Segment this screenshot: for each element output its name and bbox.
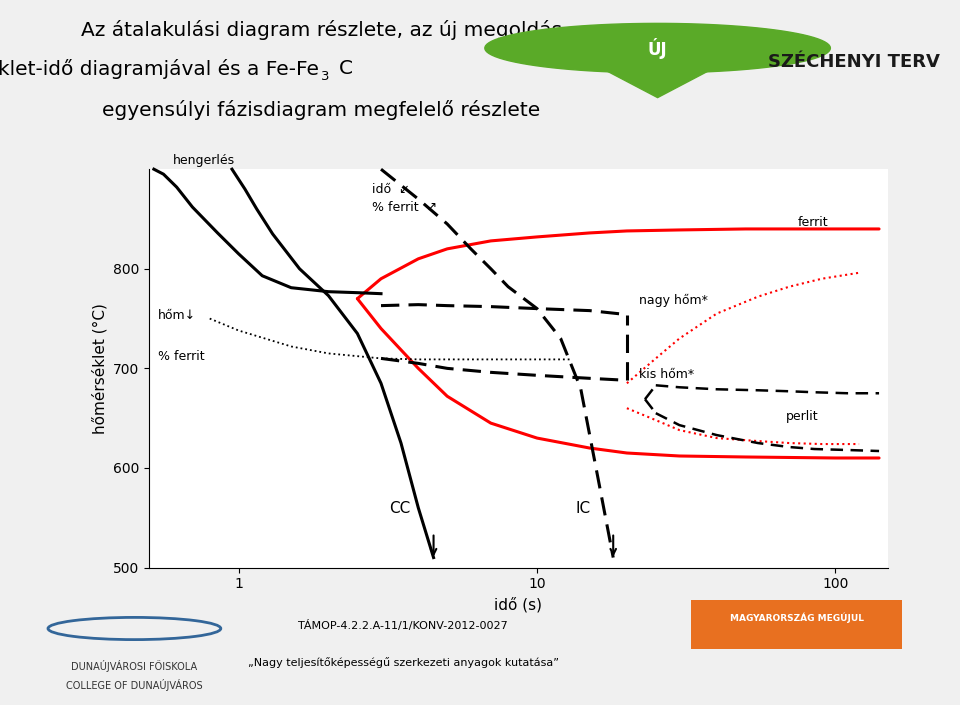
Polygon shape [600, 68, 715, 97]
Y-axis label: hőmérséklet (°C): hőmérséklet (°C) [91, 303, 108, 434]
Text: MAGYARORSZÁG MEGÚJUL: MAGYARORSZÁG MEGÚJUL [730, 613, 864, 623]
Text: kis hőm*: kis hőm* [639, 368, 694, 381]
Text: hengerlés: hengerlés [173, 154, 234, 167]
Text: perlit: perlit [785, 410, 818, 423]
Text: 3: 3 [321, 70, 329, 83]
Text: TÁMOP-4.2.2.A-11/1/KONV-2012-0027: TÁMOP-4.2.2.A-11/1/KONV-2012-0027 [299, 620, 508, 630]
X-axis label: idő (s): idő (s) [494, 597, 542, 613]
Text: ÚJ: ÚJ [648, 37, 667, 59]
Text: CC: CC [390, 501, 411, 516]
Polygon shape [485, 23, 830, 73]
Text: hőmérséklet-idő diagramjával és a Fe-Fe3C: hőmérséklet-idő diagramjával és a Fe-Fe3… [0, 704, 1, 705]
Text: „Nagy teljesítőképességű szerkezeti anyagok kutatása”: „Nagy teljesítőképességű szerkezeti anya… [248, 656, 559, 668]
Text: Az átalakulási diagram részlete, az új megoldás: Az átalakulási diagram részlete, az új m… [81, 20, 563, 40]
Text: % ferrit  ↗: % ferrit ↗ [372, 201, 437, 214]
Text: COLLEGE OF DUNAÚJVÁROS: COLLEGE OF DUNAÚJVÁROS [66, 679, 203, 691]
Text: nagy hőm*: nagy hőm* [639, 293, 708, 307]
Text: hőm↓: hőm↓ [157, 309, 196, 321]
Text: C: C [339, 59, 353, 78]
Text: SZÉCHENYI TERV: SZÉCHENYI TERV [768, 53, 940, 71]
Text: % ferrit: % ferrit [157, 350, 204, 363]
Text: ferrit: ferrit [798, 216, 828, 229]
Text: idő  ↙: idő ↙ [372, 183, 410, 196]
Text: hőmérséklet-idő diagramjával és a Fe-Fe: hőmérséklet-idő diagramjával és a Fe-Fe [0, 59, 319, 79]
Text: egyensúlyi fázisdiagram megfelelő részlete: egyensúlyi fázisdiagram megfelelő részle… [103, 100, 540, 120]
Text: DUNAÚJVÁROSI FŐISKOLA: DUNAÚJVÁROSI FŐISKOLA [71, 661, 198, 673]
Text: IC: IC [576, 501, 591, 516]
FancyBboxPatch shape [691, 600, 902, 649]
